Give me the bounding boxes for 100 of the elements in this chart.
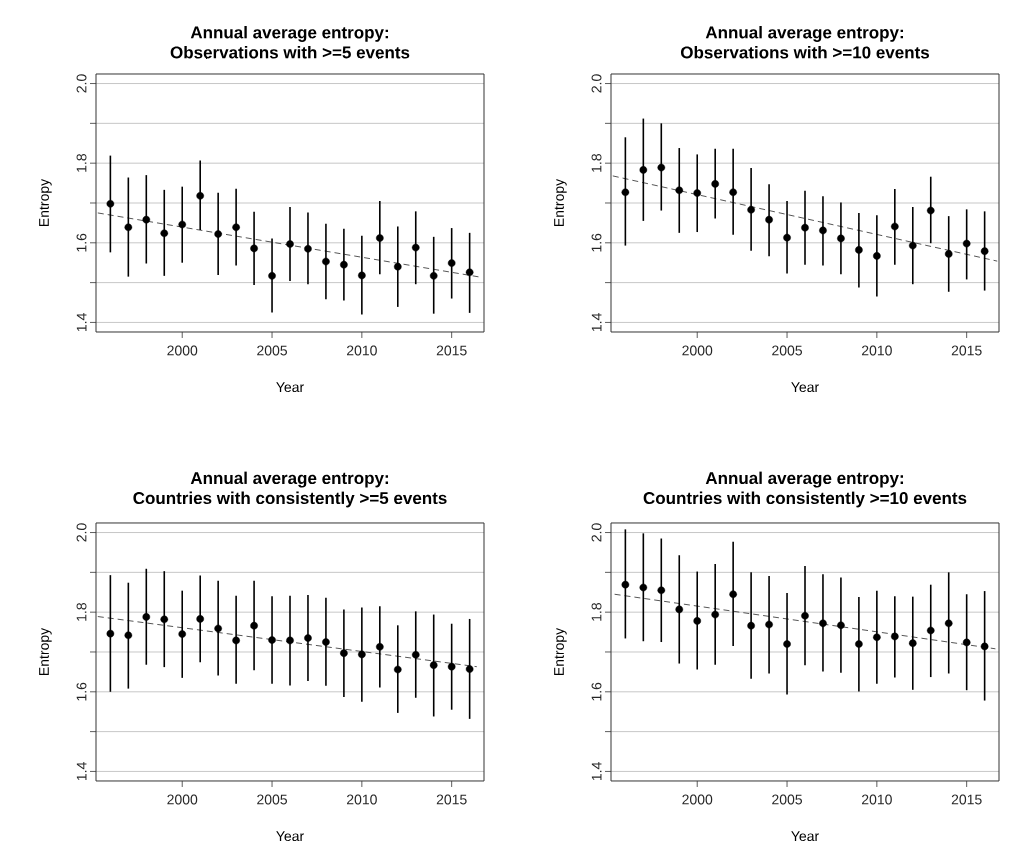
x-tick-label: 2000 — [682, 345, 713, 356]
point — [962, 239, 971, 248]
point — [944, 250, 953, 258]
point — [729, 188, 737, 197]
chart-title: Annual average entropy: — [190, 25, 389, 42]
x-tick-label: 2015 — [436, 794, 467, 805]
point — [783, 233, 791, 242]
point — [711, 610, 719, 619]
x-tick-label: 2015 — [436, 345, 467, 356]
y-tick-label: 1.6 — [591, 233, 602, 252]
point — [196, 615, 204, 623]
chart-title: Annual average entropy: — [190, 471, 389, 488]
x-tick-label: 2000 — [167, 794, 198, 805]
point — [855, 246, 863, 254]
point — [837, 621, 845, 630]
point — [286, 240, 294, 248]
point — [393, 262, 402, 271]
point — [304, 634, 312, 642]
point — [106, 629, 115, 638]
point — [819, 226, 827, 235]
x-axis-title: Year — [276, 831, 304, 842]
point — [908, 241, 917, 250]
y-axis-title: Entropy — [39, 178, 52, 226]
point — [214, 624, 222, 633]
y-tick-label: 2.0 — [591, 523, 602, 542]
y-axis-title: Entropy — [554, 627, 567, 675]
x-axis-title: Year — [276, 382, 304, 393]
point — [322, 257, 330, 266]
point — [232, 636, 240, 645]
point — [855, 640, 863, 648]
point — [429, 661, 438, 669]
point — [178, 630, 187, 638]
y-tick-label: 1.4 — [591, 762, 602, 781]
point — [322, 638, 330, 646]
chart-title: Annual average entropy: — [705, 25, 904, 42]
point — [376, 234, 384, 242]
point — [729, 590, 737, 599]
point — [268, 272, 276, 280]
point — [980, 642, 989, 651]
x-tick-label: 2010 — [346, 794, 377, 805]
point — [214, 230, 222, 238]
point — [621, 580, 630, 589]
y-axis-title: Entropy — [39, 627, 52, 675]
point — [926, 626, 935, 635]
point — [657, 586, 666, 595]
point — [160, 229, 169, 238]
point — [891, 632, 899, 641]
point — [340, 260, 348, 269]
y-tick-label: 1.4 — [76, 313, 87, 332]
chart-subtitle: Countries with consistently >=5 events — [133, 491, 447, 508]
point — [693, 617, 702, 625]
x-axis-title: Year — [791, 382, 819, 393]
point — [819, 619, 827, 628]
point — [411, 243, 420, 252]
point — [801, 223, 809, 232]
point — [124, 631, 133, 640]
point — [980, 247, 989, 255]
point — [621, 188, 630, 197]
x-axis-title: Year — [791, 831, 819, 842]
x-tick-label: 2005 — [257, 345, 288, 356]
x-tick-label: 2015 — [951, 794, 982, 805]
x-tick-label: 2010 — [346, 345, 377, 356]
y-tick-label: 1.4 — [76, 762, 87, 781]
point — [908, 639, 917, 648]
y-axis-title: Entropy — [554, 178, 567, 226]
point — [142, 613, 151, 621]
point — [358, 271, 366, 280]
point — [160, 615, 169, 624]
chart-subtitle: Observations with >=10 events — [680, 45, 929, 59]
point — [675, 186, 684, 195]
point — [873, 633, 881, 642]
point — [250, 621, 258, 630]
point — [447, 259, 456, 267]
x-tick-label: 2010 — [861, 345, 892, 356]
point — [962, 638, 971, 647]
point — [393, 665, 402, 674]
point — [873, 252, 881, 260]
point — [447, 662, 456, 671]
y-tick-label: 1.8 — [76, 154, 87, 172]
point — [657, 163, 666, 172]
point — [232, 223, 240, 232]
y-tick-label: 1.6 — [591, 682, 602, 701]
x-tick-label: 2005 — [772, 345, 803, 356]
x-tick-label: 2015 — [951, 345, 982, 356]
point — [106, 199, 115, 208]
x-tick-label: 2000 — [682, 794, 713, 805]
x-tick-label: 2005 — [257, 794, 288, 805]
y-tick-label: 2.0 — [76, 74, 87, 93]
chart-subtitle: Observations with >=5 events — [170, 45, 410, 59]
point — [376, 643, 384, 651]
point — [693, 189, 702, 197]
point — [340, 649, 348, 657]
y-tick-label: 1.6 — [76, 682, 87, 701]
point — [304, 244, 312, 253]
y-tick-label: 1.6 — [76, 233, 87, 252]
chart-title: Annual average entropy: — [705, 471, 904, 488]
point — [801, 611, 809, 620]
point — [250, 244, 258, 253]
point — [268, 636, 276, 644]
x-tick-label: 2010 — [861, 794, 892, 805]
